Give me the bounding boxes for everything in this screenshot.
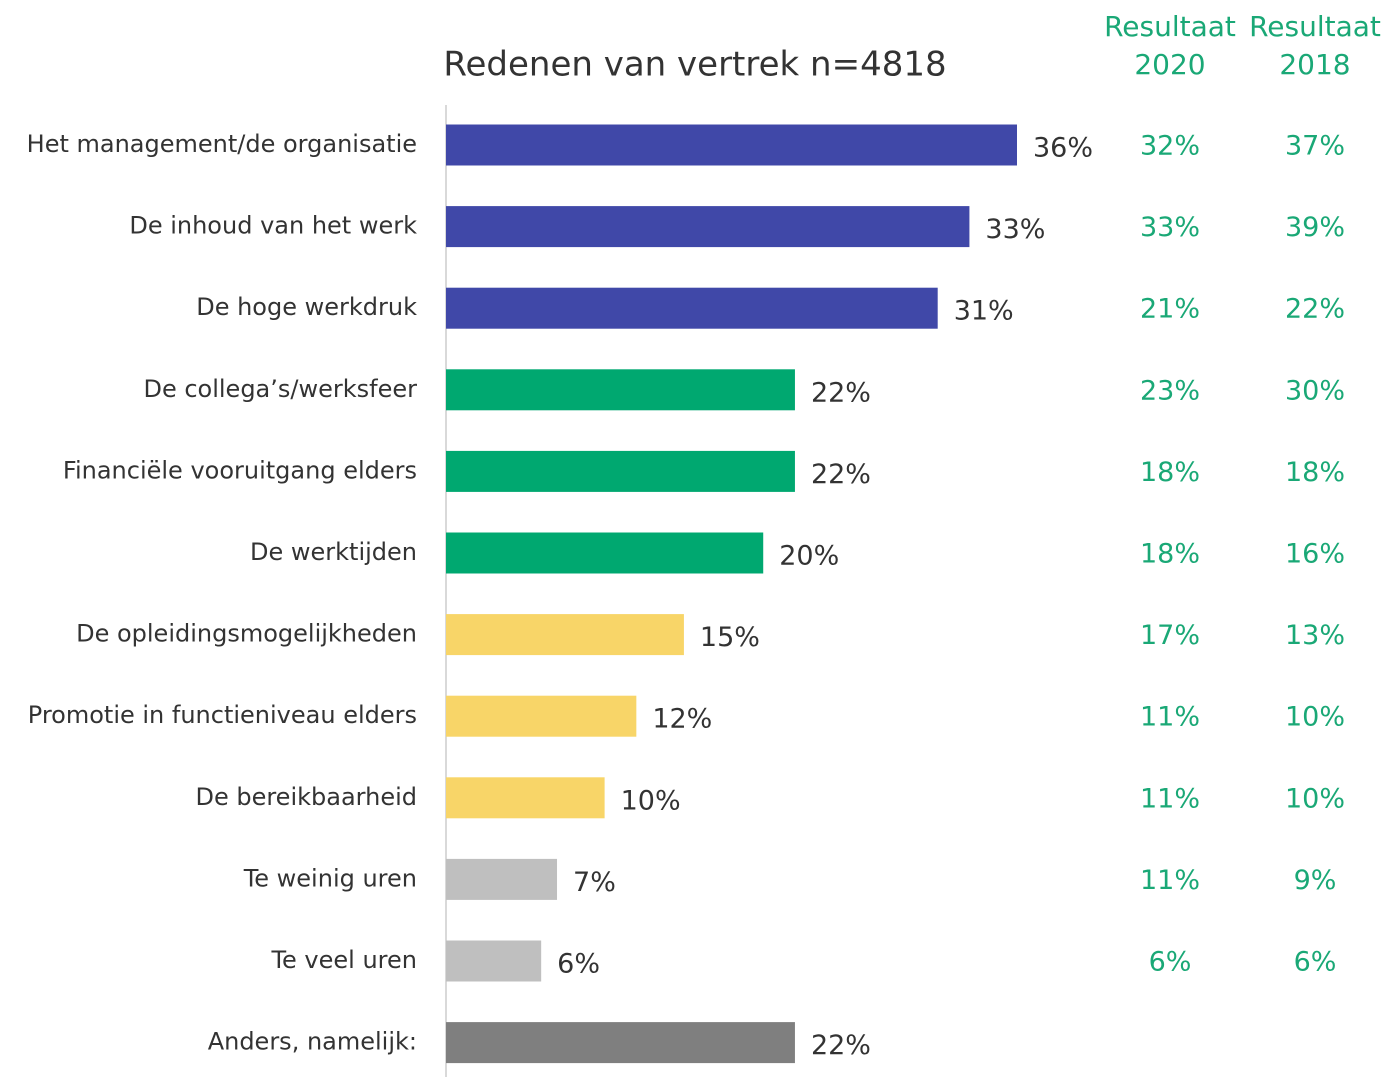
- bar: [446, 450, 795, 492]
- bar: [446, 287, 938, 329]
- column-header: Resultaat: [1249, 10, 1381, 43]
- column-header: Resultaat: [1104, 10, 1236, 43]
- value-label: 15%: [700, 622, 760, 653]
- comparison-value: 6%: [1149, 947, 1192, 978]
- value-label: 6%: [557, 949, 600, 980]
- category-label: Te veel uren: [270, 946, 417, 974]
- value-label: 33%: [985, 214, 1045, 245]
- category-label: De opleidingsmogelijkheden: [76, 620, 417, 648]
- comparison-value: 6%: [1294, 947, 1337, 978]
- value-label: 31%: [954, 296, 1014, 327]
- comparison-value: 9%: [1294, 865, 1337, 896]
- comparison-value: 11%: [1140, 702, 1200, 733]
- comparison-value: 33%: [1140, 212, 1200, 243]
- value-label: 12%: [652, 704, 712, 735]
- comparison-value: 11%: [1140, 865, 1200, 896]
- category-label: De hoge werkdruk: [196, 293, 417, 321]
- comparison-value: 16%: [1285, 539, 1345, 570]
- value-label: 22%: [811, 377, 871, 408]
- comparison-value: 18%: [1140, 539, 1200, 570]
- category-label: Anders, namelijk:: [208, 1028, 417, 1056]
- column-header-year: 2020: [1134, 48, 1205, 81]
- category-label: De inhoud van het werk: [129, 212, 417, 240]
- value-label: 20%: [779, 541, 839, 572]
- comparison-value: 18%: [1285, 457, 1345, 488]
- category-label: De werktijden: [250, 538, 417, 566]
- comparison-value: 21%: [1140, 294, 1200, 325]
- comparison-value: 17%: [1140, 620, 1200, 651]
- comparison-value: 10%: [1285, 783, 1345, 814]
- comparison-value: 23%: [1140, 375, 1200, 406]
- comparison-value: 30%: [1285, 375, 1345, 406]
- bar: [446, 369, 795, 411]
- value-label: 10%: [621, 785, 681, 816]
- comparison-value: 32%: [1140, 131, 1200, 162]
- category-label: Financiële vooruitgang elders: [63, 456, 417, 484]
- value-label: 36%: [1033, 133, 1093, 164]
- column-header-year: 2018: [1279, 48, 1350, 81]
- comparison-value: 11%: [1140, 783, 1200, 814]
- bar: [446, 614, 684, 656]
- comparison-value: 18%: [1140, 457, 1200, 488]
- bar: [446, 532, 764, 574]
- bar: [446, 206, 970, 248]
- category-label: De bereikbaarheid: [195, 783, 417, 811]
- comparison-value: 13%: [1285, 620, 1345, 651]
- value-label: 22%: [811, 459, 871, 490]
- bar: [446, 124, 1017, 166]
- category-label: Het management/de organisatie: [27, 130, 417, 158]
- category-label: Promotie in functieniveau elders: [28, 701, 417, 729]
- chart-title: Redenen van vertrek n=4818: [443, 45, 946, 85]
- comparison-value: 10%: [1285, 702, 1345, 733]
- bar: [446, 940, 542, 982]
- bar: [446, 695, 637, 737]
- bar: [446, 858, 558, 900]
- comparison-value: 39%: [1285, 212, 1345, 243]
- value-label: 22%: [811, 1030, 871, 1061]
- bar: [446, 1022, 795, 1064]
- value-label: 7%: [573, 867, 616, 898]
- category-label: De collega’s/werksfeer: [143, 375, 417, 403]
- bar: [446, 777, 605, 819]
- category-label: Te weinig uren: [243, 864, 417, 892]
- comparison-value: 37%: [1285, 131, 1345, 162]
- comparison-value: 22%: [1285, 294, 1345, 325]
